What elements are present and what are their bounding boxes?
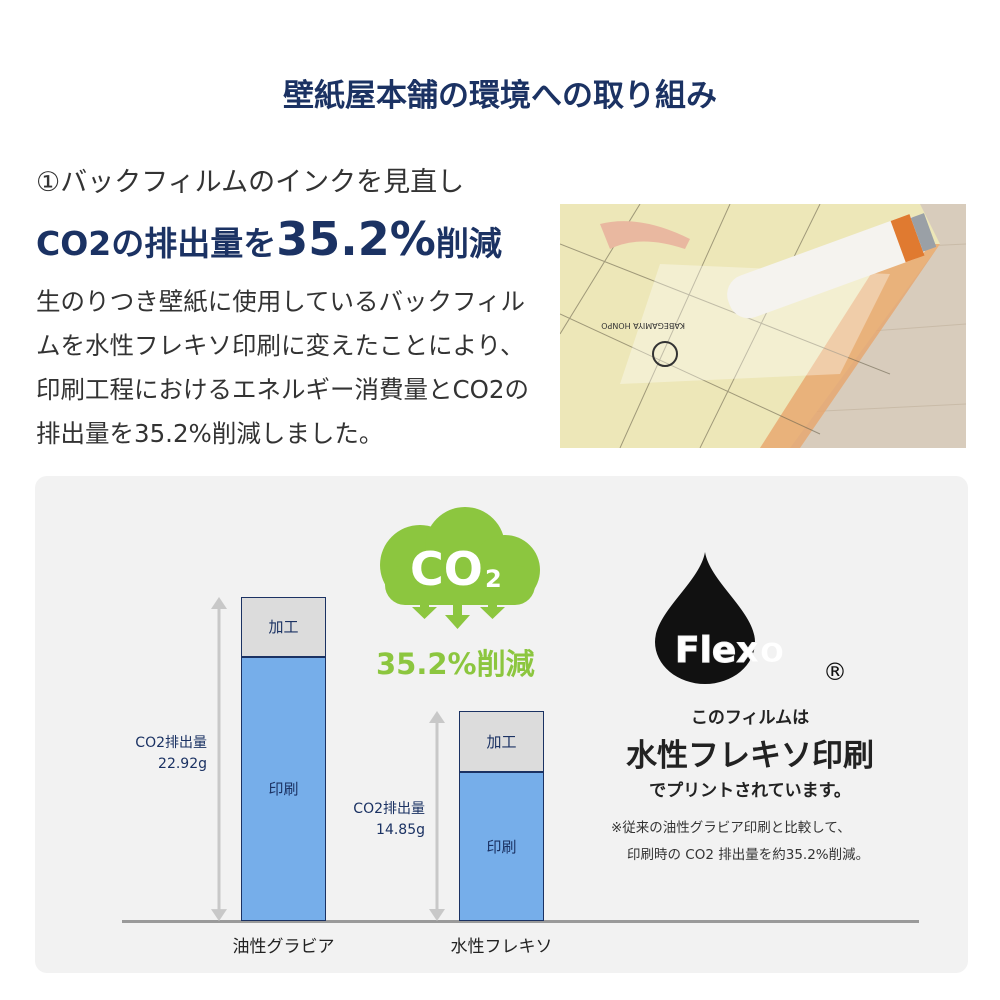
product-photo: KABEGAMIYA HONPO — [560, 204, 966, 448]
co2-cloud-icon: CO 2 — [380, 507, 540, 629]
height-arrow — [211, 596, 227, 921]
total-label: CO2排出量 14.85g — [297, 799, 425, 841]
height-arrow — [429, 711, 445, 921]
total-label-title: CO2排出量 — [135, 735, 207, 752]
total-label: CO2排出量 22.92g — [79, 733, 207, 775]
cloud-text: CO — [410, 542, 483, 596]
cloud-subscript: 2 — [485, 565, 502, 593]
section-heading: ①バックフィルムのインクを見直し — [36, 167, 465, 198]
page-title: 壁紙屋本舗の環境への取り組み — [283, 78, 717, 114]
bar-segment-processing: 加工 — [241, 596, 326, 657]
chart-baseline — [122, 920, 919, 923]
bar-segment-processing: 加工 — [459, 711, 544, 773]
flexo-note1: ※従来の油性グラビア印刷と比較して、 — [611, 820, 851, 836]
reduction-badge: 35.2%削減 — [376, 647, 535, 681]
reduction-headline: CO2の排出量を35.2%削減 — [36, 212, 502, 266]
category-label: 水性フレキソ — [450, 937, 553, 957]
bar-segment-printing: 印刷 — [459, 772, 544, 921]
flexo-logo-text: Flexo — [675, 630, 784, 671]
flexo-line1: このフィルムは — [690, 708, 810, 728]
photo-print-text: KABEGAMIYA HONPO — [601, 321, 685, 330]
body-text: 生のりつき壁紙に使用しているバックフィルムを水性フレキソ印刷に変えたことにより、… — [36, 287, 529, 448]
headline-suffix: 削減 — [435, 224, 502, 263]
headline-prefix: CO2の排出量を — [36, 224, 277, 263]
flexo-note2: 印刷時の CO2 排出量を約35.2%削減。 — [627, 847, 870, 863]
flexo-line2: 水性フレキソ印刷 — [626, 738, 874, 774]
headline-value: 35.2% — [276, 212, 436, 266]
total-label-value: 14.85g — [376, 822, 425, 839]
flexo-line3: でプリントされています。 — [649, 781, 851, 801]
flexo-drop-logo: Flexo ® — [655, 552, 847, 686]
total-label-value: 22.92g — [158, 756, 207, 773]
category-label: 油性グラビア — [232, 937, 335, 957]
registered-mark: ® — [823, 658, 847, 686]
bar-segment-printing: 印刷 — [241, 656, 326, 921]
total-label-title: CO2排出量 — [353, 801, 425, 818]
